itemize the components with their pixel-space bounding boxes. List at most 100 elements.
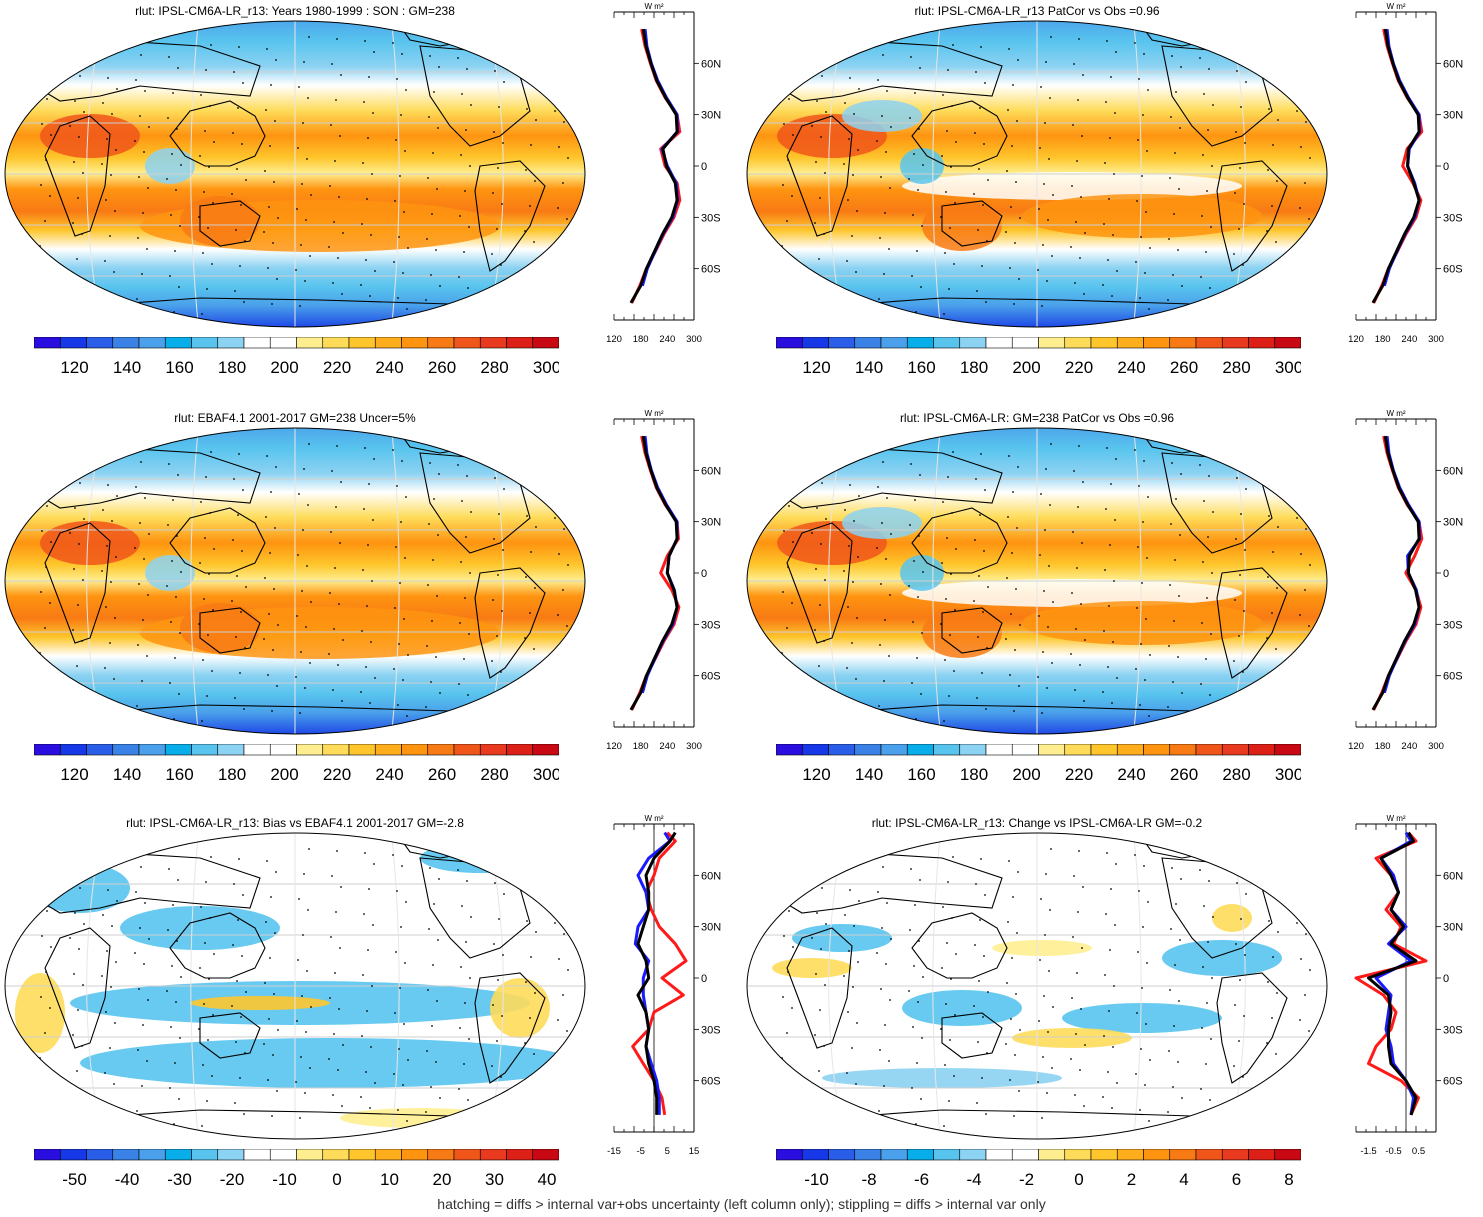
x-tick-label: -1.5 <box>1360 1146 1376 1157</box>
colorbar-swatch <box>401 744 429 756</box>
zonal-series-line <box>640 435 679 694</box>
colorbar-label: 20 <box>433 1170 452 1189</box>
colorbar-label: 180 <box>218 765 246 784</box>
lat-tick-label: 30N <box>701 110 721 122</box>
colorbar-label: -6 <box>914 1170 929 1189</box>
panel-title: rlut: IPSL-CM6A-LR_r13: Bias vs EBAF4.1 … <box>126 816 464 830</box>
colorbar-label: 260 <box>1170 358 1198 377</box>
colorbar-label: 220 <box>1065 358 1093 377</box>
zonal-series-line <box>1371 28 1421 304</box>
colorbar-swatch <box>1116 744 1144 756</box>
lat-tick-label: 60N <box>701 58 721 70</box>
zonal-mean-plot: W m² 60N 30N 0 30S 60S 120 180 240 300 <box>606 2 721 345</box>
colorbar-swatch <box>164 744 192 756</box>
lat-tick-label: 30N <box>1443 517 1463 529</box>
colorbar-label: 140 <box>855 765 883 784</box>
colorbar-swatch <box>453 744 481 756</box>
colorbar-label: 2 <box>1127 1170 1136 1189</box>
colorbar-label: 240 <box>1117 358 1145 377</box>
lat-tick-label: 60N <box>1443 58 1463 70</box>
colorbar-swatch <box>112 337 140 349</box>
colorbar-label: 160 <box>907 358 935 377</box>
colorbar-label: 240 <box>1117 765 1145 784</box>
colorbar-label: 160 <box>165 358 193 377</box>
colorbar-swatch <box>374 337 402 349</box>
colorbar-swatch <box>506 744 534 756</box>
colorbar-swatch <box>86 744 114 756</box>
zonal-series-line <box>1372 28 1424 304</box>
colorbar-swatch <box>322 1149 350 1161</box>
colorbar-label: 8 <box>1284 1170 1293 1189</box>
colorbar-label: 120 <box>60 765 88 784</box>
colorbar-label: 160 <box>907 765 935 784</box>
lat-tick-label: 0 <box>1443 973 1449 985</box>
lat-tick-label: 60N <box>701 870 721 882</box>
colorbar-label: 10 <box>380 1170 399 1189</box>
colorbar-swatch <box>1274 744 1301 756</box>
colorbar-label: 300 <box>1275 358 1301 377</box>
colorbar-label: 180 <box>960 358 988 377</box>
colorbar-swatch <box>348 337 376 349</box>
colorbar-swatch <box>1195 1149 1223 1161</box>
colorbar: 120140160180200220240260280300320 <box>34 744 559 784</box>
colorbar-swatch <box>985 1149 1013 1161</box>
colorbar-swatch <box>854 1149 882 1161</box>
x-tick-label: 180 <box>1375 334 1391 345</box>
colorbar-swatch <box>1248 337 1276 349</box>
colorbar-swatch <box>191 744 219 756</box>
lat-tick-label: 60S <box>1443 1076 1463 1088</box>
colorbar-swatch <box>322 744 350 756</box>
colorbar-label: 160 <box>165 765 193 784</box>
colorbar-label: 120 <box>802 765 830 784</box>
colorbar-swatch <box>906 744 934 756</box>
x-tick-label: 240 <box>659 741 675 752</box>
colorbar-label: 240 <box>375 765 403 784</box>
colorbar-label: 280 <box>480 358 508 377</box>
colorbar-swatch <box>801 744 829 756</box>
colorbar-swatch <box>217 337 245 349</box>
zonal-mean-plot: W m² 60N 30N 0 30S 60S -1.5 -0.5 0.5 <box>1354 814 1463 1157</box>
colorbar-label: 180 <box>960 765 988 784</box>
lat-tick-label: 60N <box>1443 465 1463 477</box>
colorbar-swatch <box>1221 337 1249 349</box>
x-tick-label: -5 <box>636 1146 644 1157</box>
colorbar-swatch <box>985 337 1013 349</box>
colorbar-swatch <box>1169 744 1197 756</box>
zonal-unit-label: W m² <box>644 409 663 418</box>
colorbar-swatch <box>1011 337 1039 349</box>
colorbar-swatch <box>933 337 961 349</box>
zonal-mean-plot: W m² 60N 30N 0 30S 60S 120 180 240 300 <box>1348 2 1463 345</box>
colorbar-swatch <box>1116 337 1144 349</box>
colorbar-swatch <box>776 337 803 349</box>
lat-tick-label: 30N <box>1443 110 1463 122</box>
colorbar-swatch <box>1169 337 1197 349</box>
lat-tick-label: 30N <box>701 517 721 529</box>
colorbar-swatch <box>479 1149 507 1161</box>
x-tick-label: 240 <box>1401 741 1417 752</box>
lat-tick-label: 30N <box>1443 922 1463 934</box>
colorbar-swatch <box>374 1149 402 1161</box>
zonal-unit-label: W m² <box>1386 814 1405 823</box>
colorbar-label: 280 <box>480 765 508 784</box>
colorbar-label: 260 <box>1170 765 1198 784</box>
colorbar-swatch <box>959 744 987 756</box>
colorbar-label: 280 <box>1222 358 1250 377</box>
colorbar-swatch <box>1064 744 1092 756</box>
colorbar-swatch <box>348 1149 376 1161</box>
colorbar-swatch <box>506 337 534 349</box>
colorbar-swatch <box>269 1149 297 1161</box>
colorbar-swatch <box>401 337 429 349</box>
colorbar-label: 30 <box>485 1170 504 1189</box>
lat-tick-label: 0 <box>701 568 707 580</box>
colorbar-label: 300 <box>533 358 559 377</box>
colorbar-swatch <box>880 1149 908 1161</box>
colorbar-label: -8 <box>861 1170 876 1189</box>
x-tick-label: 0.5 <box>1412 1146 1425 1157</box>
colorbar-label: 120 <box>60 358 88 377</box>
panel-4: rlut: IPSL-CM6A-LR: GM=238 PatCor vs Obs… <box>742 407 1483 812</box>
robinson-map <box>4 20 586 328</box>
lat-tick-label: 30N <box>701 922 721 934</box>
colorbar-label: -10 <box>272 1170 297 1189</box>
x-tick-label: 180 <box>633 741 649 752</box>
x-tick-label: 300 <box>686 334 702 345</box>
